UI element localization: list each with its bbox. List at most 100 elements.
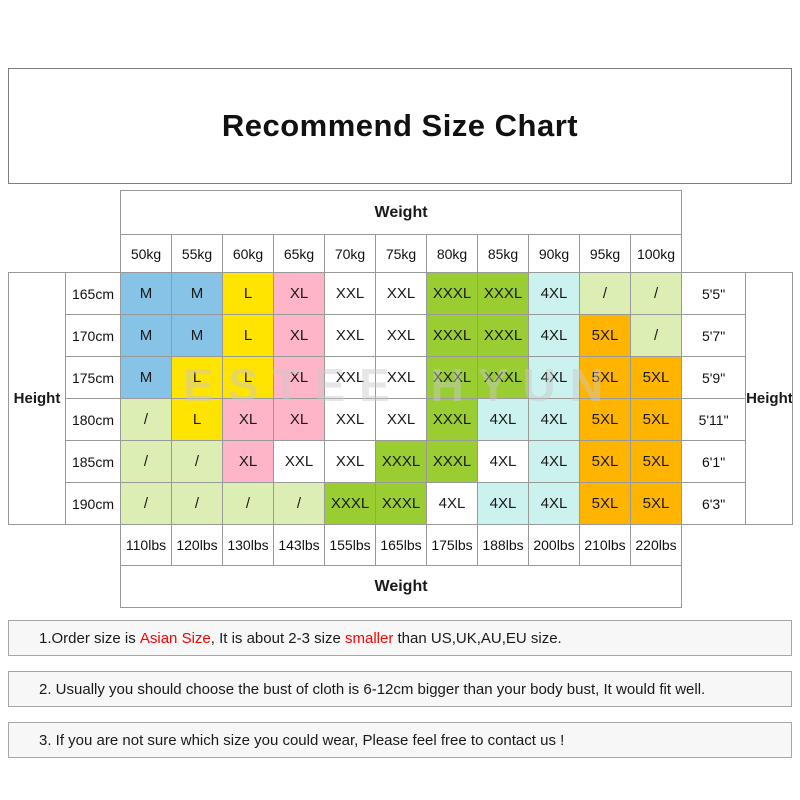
size-cell: 4XL [528, 398, 580, 441]
size-table: Weight 50kg 55kg 60kg 65kg 70kg 75kg 80kg 85kg 90… [8, 190, 794, 608]
size-cell: 4XL [528, 440, 580, 483]
corner-spacer [9, 235, 121, 273]
size-cell: / [579, 272, 631, 315]
height-ft-header: 5'11" [681, 398, 747, 441]
lbs-footer: 210lbs [579, 524, 631, 566]
size-cell: 5XL [629, 398, 683, 441]
size-cell: / [171, 482, 223, 525]
note-2: 2. Usually you should choose the bust of… [8, 671, 792, 707]
size-cell: 5XL [579, 398, 631, 441]
kg-header: 95kg [579, 234, 631, 273]
note-text-segment: Asian Size [139, 629, 211, 647]
size-cell: XXXL [477, 356, 529, 399]
size-cell: XXXL [426, 356, 478, 399]
size-cell: XXXL [324, 482, 376, 525]
size-cell: / [629, 314, 683, 357]
lbs-footer: 165lbs [375, 524, 427, 566]
size-cell: XXXL [426, 398, 478, 441]
corner-spacer [682, 566, 793, 608]
corner-spacer [682, 235, 793, 273]
kg-header: 75kg [375, 234, 427, 273]
size-cell: L [222, 272, 274, 315]
note-text-segment: than US,UK,AU,EU size. [393, 629, 562, 647]
kg-header: 90kg [528, 234, 580, 273]
size-cell: XL [222, 398, 274, 441]
height-label-right: Height [745, 272, 794, 525]
title-box: Recommend Size Chart [8, 68, 792, 184]
size-cell: 4XL [528, 272, 580, 315]
size-cell: XXL [273, 440, 325, 483]
note-text-segment: 3. If you are not sure which size you co… [39, 731, 565, 749]
size-cell: XL [273, 356, 325, 399]
corner-spacer [9, 525, 121, 566]
size-cell: XXXL [426, 314, 478, 357]
corner-spacer [9, 566, 121, 608]
size-cell: 4XL [477, 398, 529, 441]
height-cm-header: 185cm [65, 440, 121, 483]
size-cell: 4XL [528, 356, 580, 399]
kg-header: 85kg [477, 234, 529, 273]
size-cell: M [120, 356, 172, 399]
size-cell: L [171, 398, 223, 441]
size-cell: 5XL [629, 356, 683, 399]
lbs-footer: 120lbs [171, 524, 223, 566]
size-cell: XXL [324, 440, 376, 483]
note-3: 3. If you are not sure which size you co… [8, 722, 792, 758]
size-cell: M [171, 272, 223, 315]
lbs-footer: 175lbs [426, 524, 478, 566]
size-cell: XXXL [477, 314, 529, 357]
size-cell: XXXL [426, 440, 478, 483]
size-cell: XXL [324, 314, 376, 357]
size-cell: 4XL [528, 314, 580, 357]
height-cm-header: 180cm [65, 398, 121, 441]
size-cell: XXXL [426, 272, 478, 315]
kg-header: 70kg [324, 234, 376, 273]
kg-header: 100kg [629, 234, 683, 273]
page-title: Recommend Size Chart [221, 108, 579, 143]
note-text-segment: , It is about 2-3 size [210, 629, 345, 647]
notes-section: 1.Order size is Asian Size, It is about … [8, 620, 792, 758]
corner-spacer [9, 191, 121, 235]
height-cm-header: 165cm [65, 272, 121, 315]
kg-header: 65kg [273, 234, 325, 273]
size-cell: 5XL [579, 440, 631, 483]
size-cell: L [222, 356, 274, 399]
size-cell: XL [222, 440, 274, 483]
size-cell: XL [273, 272, 325, 315]
height-ft-header: 6'1" [681, 440, 747, 483]
lbs-footer: 110lbs [120, 524, 172, 566]
height-cm-header: 170cm [65, 314, 121, 357]
corner-spacer [682, 525, 793, 566]
size-cell: 5XL [629, 482, 683, 525]
corner-spacer [682, 191, 793, 235]
size-cell: M [171, 314, 223, 357]
note-text-segment: 1.Order size is [39, 629, 140, 647]
lbs-footer: 143lbs [273, 524, 325, 566]
size-cell: XXL [324, 356, 376, 399]
size-cell: XXXL [375, 440, 427, 483]
lbs-footer: 200lbs [528, 524, 580, 566]
size-cell: XXL [375, 314, 427, 357]
size-cell: XXXL [375, 482, 427, 525]
size-cell: 5XL [579, 356, 631, 399]
size-cell: XXL [375, 398, 427, 441]
size-cell: L [222, 314, 274, 357]
kg-header: 60kg [222, 234, 274, 273]
size-cell: / [222, 482, 274, 525]
lbs-footer: 188lbs [477, 524, 529, 566]
size-cell: XXL [324, 398, 376, 441]
size-cell: 5XL [579, 482, 631, 525]
size-cell: M [120, 314, 172, 357]
weight-header-bottom: Weight [119, 565, 683, 608]
size-cell: / [273, 482, 325, 525]
size-cell: XXL [324, 272, 376, 315]
size-cell: 4XL [477, 440, 529, 483]
height-cm-header: 190cm [65, 482, 121, 525]
height-ft-header: 5'9" [681, 356, 747, 399]
weight-header-top: Weight [119, 190, 683, 235]
height-ft-header: 5'7" [681, 314, 747, 357]
note-1: 1.Order size is Asian Size, It is about … [8, 620, 792, 656]
size-cell: XL [273, 398, 325, 441]
height-cm-header: 175cm [65, 356, 121, 399]
